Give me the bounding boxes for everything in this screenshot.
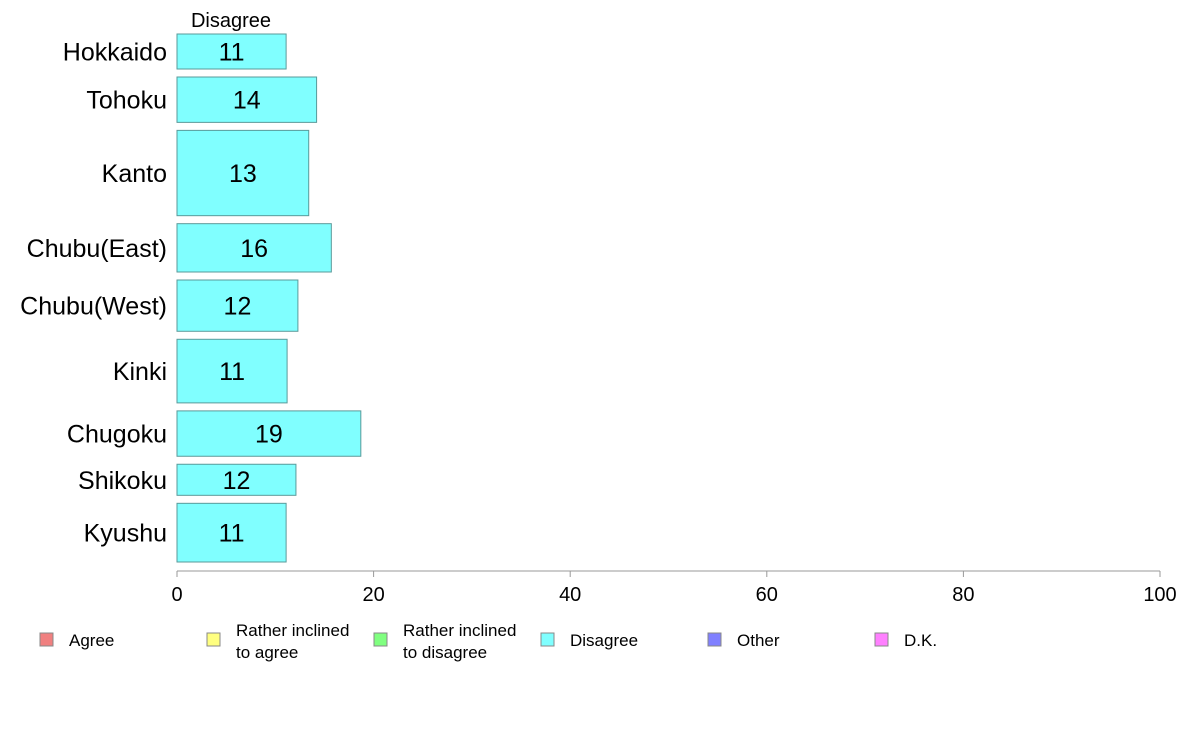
bar-shikoku: [176, 463, 297, 496]
bar-value-label: 16: [240, 235, 268, 263]
legend-swatch: [707, 632, 722, 647]
bar-kinki: [176, 338, 288, 404]
bar-chubu-west-: [176, 279, 299, 332]
bars-group: 11 Hokkaido 14 Tohoku 13 Kanto 16 Chubu(East) 12…: [20, 33, 362, 563]
legend-label: Disagree: [570, 631, 638, 650]
bar-value-label: 12: [224, 293, 252, 321]
x-tick-label: 100: [1143, 584, 1176, 606]
bar-value-label: 12: [223, 467, 251, 495]
x-axis: 0 20 40 60 80 100: [171, 570, 1177, 606]
category-label: Hokkaido: [63, 39, 167, 67]
category-label: Chugoku: [67, 421, 167, 449]
legend-label: Rather inclined to disagree: [403, 621, 516, 662]
legend-swatch: [874, 632, 889, 647]
bar-kyushu: [176, 502, 287, 563]
x-tick-label: 20: [362, 584, 384, 606]
category-label: Chubu(East): [27, 235, 167, 263]
category-label: Tohoku: [86, 87, 167, 115]
bar-tohoku: [176, 76, 318, 123]
bar-chugoku: [176, 410, 362, 457]
bar-value-label: 11: [219, 39, 245, 67]
legend-label: D.K.: [904, 631, 937, 650]
category-label: Kanto: [102, 160, 167, 188]
bar-chubu-east-: [176, 223, 332, 273]
series-title: Disagree: [191, 10, 271, 32]
legend-label: Rather inclined to agree: [236, 621, 349, 662]
legend-swatch: [39, 632, 54, 647]
legend-swatch: [373, 632, 388, 647]
legend-label: Other: [737, 631, 780, 650]
bar-value-label: 14: [233, 87, 261, 115]
bar-value-label: 13: [229, 160, 257, 188]
legend-swatch: [540, 632, 555, 647]
legend-swatch: [206, 632, 221, 647]
bar-hokkaido: [176, 33, 287, 70]
bar-value-label: 11: [219, 358, 245, 386]
category-label: Shikoku: [78, 467, 167, 495]
legend-label: Agree: [69, 631, 114, 650]
category-label: Kinki: [113, 358, 167, 386]
category-label: Chubu(West): [20, 293, 167, 321]
x-tick-label: 60: [756, 584, 778, 606]
legend: Agree Rather inclined to agree Rather incli…: [39, 621, 937, 662]
x-tick-label: 0: [171, 584, 182, 606]
category-label: Kyushu: [84, 520, 167, 548]
bar-kanto: [176, 129, 310, 217]
bar-value-label: 19: [255, 421, 283, 449]
x-tick-label: 80: [952, 584, 974, 606]
bar-value-label: 11: [219, 520, 245, 548]
x-tick-label: 40: [559, 584, 581, 606]
